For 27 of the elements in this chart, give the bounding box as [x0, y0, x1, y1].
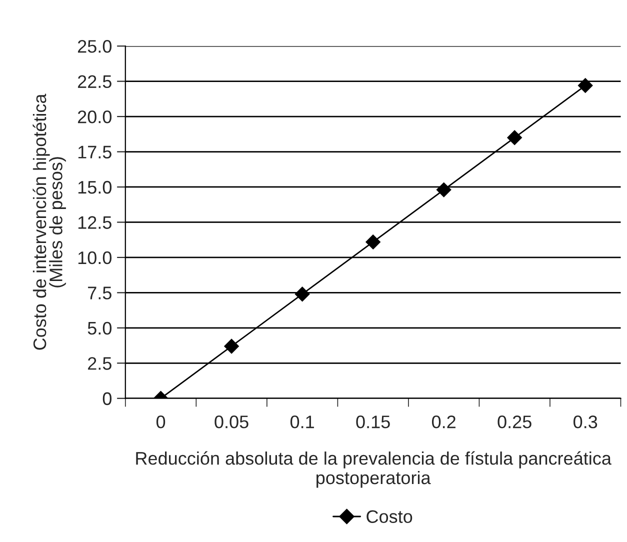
y-axis-title: Costo de intervención hipotética (Miles de pesos)	[32, 94, 66, 350]
y-tick-label: 2.5	[88, 357, 112, 370]
y-tick-label: 17.5	[78, 146, 112, 158]
point	[507, 130, 522, 146]
x-tick-label: 0.1	[290, 416, 314, 428]
y-tick-label: 15.0	[78, 180, 112, 194]
point	[294, 286, 310, 302]
y-tick-label: 12.5	[78, 216, 112, 229]
x-tick-label: 0.2	[432, 416, 456, 428]
legend-label: Costo	[366, 510, 412, 524]
x-tick-label: 0.3	[574, 416, 598, 428]
point	[224, 338, 239, 354]
point	[436, 182, 452, 198]
point	[366, 234, 380, 250]
x-axis-title: Reducción absoluta de la prevalencia de fístula pancreática postoperatoria	[136, 451, 612, 488]
y-tick-label: 25.0	[78, 40, 112, 53]
x-tick-label: 0.05	[214, 416, 248, 428]
y-tick-label: 7.5	[88, 286, 112, 300]
y-tick-label: 5.0	[88, 322, 112, 335]
x-tick-label: 0.25	[498, 416, 532, 428]
y-tick-label: 20.0	[78, 110, 112, 124]
point	[578, 78, 593, 93]
x-tick-label: 0	[156, 416, 166, 428]
y-tick-label: 10.0	[78, 251, 112, 264]
y-tick-label: 22.5	[78, 75, 112, 88]
y-tick-label: 0	[102, 392, 112, 406]
x-tick-label: 0.15	[356, 416, 390, 428]
